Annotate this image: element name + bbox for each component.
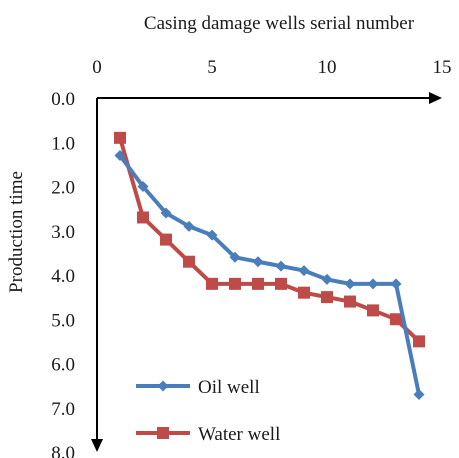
data-point-water-well <box>298 286 310 299</box>
data-point-oil-well <box>206 229 218 241</box>
x-tick-label: 15 <box>433 57 452 78</box>
legend-marker-water-well <box>157 427 169 439</box>
y-axis-arrow <box>91 439 103 452</box>
legend-item-water-well: Water well <box>136 424 280 445</box>
y-tick-label: 6.0 <box>51 355 75 376</box>
series-oil-well <box>114 150 425 400</box>
data-point-oil-well <box>321 273 333 285</box>
data-point-water-well <box>321 291 333 304</box>
data-point-water-well <box>252 277 264 290</box>
data-point-oil-well <box>229 251 241 263</box>
legend-label-water-well: Water well <box>198 424 280 445</box>
x-axis-arrow <box>429 92 442 104</box>
y-axis-title: Production time <box>6 171 27 293</box>
data-point-oil-well <box>137 181 149 192</box>
y-tick-labels: 0.0 1.0 2.0 3.0 4.0 5.0 6.0 7.0 8.0 <box>51 89 75 458</box>
series-layer <box>114 131 425 400</box>
y-tick-label: 0.0 <box>51 89 75 110</box>
data-point-water-well <box>229 277 241 290</box>
y-tick-label: 7.0 <box>51 399 75 420</box>
legend-item-oil-well: Oil well <box>136 377 260 398</box>
y-tick-label: 2.0 <box>51 178 75 199</box>
data-point-water-well <box>206 277 218 290</box>
data-point-oil-well <box>390 278 402 290</box>
legend-label-oil-well: Oil well <box>198 377 260 398</box>
data-point-oil-well <box>275 260 287 272</box>
data-point-water-well <box>413 335 425 348</box>
x-tick-label: 10 <box>318 57 337 78</box>
y-tick-label: 5.0 <box>51 310 75 331</box>
y-tick-label: 8.0 <box>51 443 75 458</box>
series-line-oil-well <box>118 154 421 395</box>
data-point-water-well <box>114 131 126 144</box>
data-point-oil-well <box>252 256 264 268</box>
data-point-water-well <box>367 304 379 317</box>
data-point-oil-well <box>344 278 356 290</box>
x-axis-title: Casing damage wells serial number <box>144 13 415 34</box>
data-point-water-well <box>137 211 149 224</box>
legend: Oil well Water well <box>136 377 280 445</box>
y-tick-label: 1.0 <box>51 133 75 154</box>
axes <box>91 92 442 452</box>
x-tick-label: 0 <box>92 57 102 78</box>
data-point-water-well <box>183 255 195 268</box>
x-tick-label: 5 <box>207 57 217 78</box>
data-point-water-well <box>275 277 287 290</box>
data-point-oil-well <box>160 207 172 219</box>
series-water-well <box>114 131 425 348</box>
y-tick-label: 3.0 <box>51 222 75 243</box>
x-tick-labels: 0 5 10 15 <box>92 57 451 78</box>
data-point-oil-well <box>183 220 195 232</box>
data-point-water-well <box>344 295 356 308</box>
data-point-oil-well <box>298 265 310 277</box>
data-point-oil-well <box>114 150 126 162</box>
data-point-oil-well <box>413 388 425 400</box>
data-point-oil-well <box>367 278 379 290</box>
y-tick-label: 4.0 <box>51 266 75 287</box>
legend-marker-oil-well <box>157 380 169 392</box>
data-point-water-well <box>390 313 402 326</box>
data-point-water-well <box>160 233 172 246</box>
